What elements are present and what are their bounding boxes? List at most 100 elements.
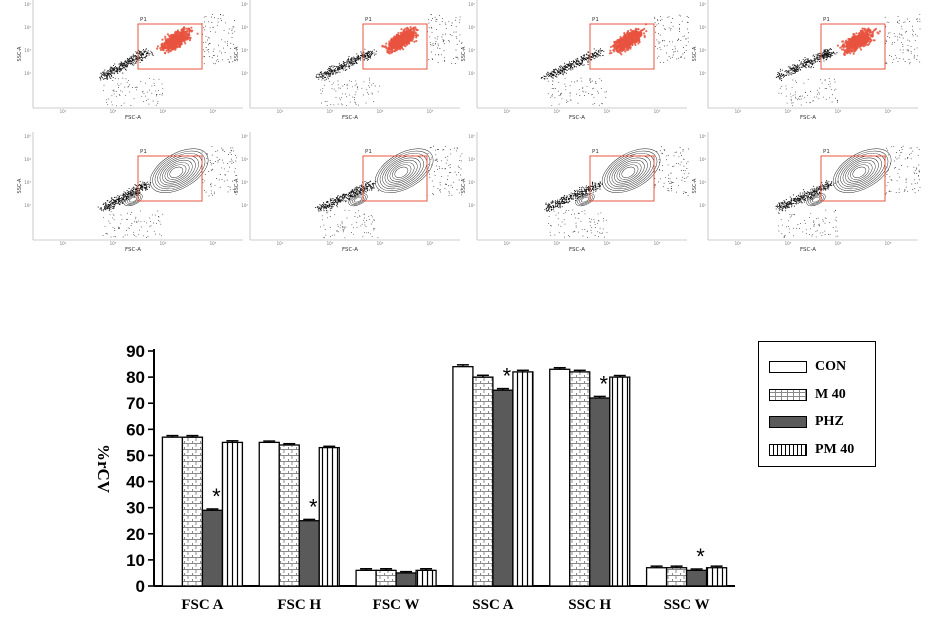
flow-y-tick-label: 10⁵ [699,134,706,139]
flow-x-label: FSC-A [569,247,585,253]
flow-panel-r2-c3: 10⁵ 10⁴ 10³ 10² 10² 10³ 10⁴ 10⁵ SSC-A FSC-A P1 [461,132,690,253]
flow-events [97,146,238,238]
flow-y-tick-label: 10⁵ [468,2,475,7]
flow-x-tick-label: 10⁵ [654,109,661,114]
flow-x-label: FSC-A [342,115,358,121]
flow-y-label: SSC-A [17,178,23,194]
flow-x-tick-label: 10² [735,241,742,246]
flow-y-tick-label: 10³ [468,48,475,53]
flow-gated-population [836,27,881,57]
flow-contour [832,148,892,193]
flow-contour-low [123,193,143,207]
flow-y-tick-label: 10⁴ [241,25,248,30]
flow-x-label: FSC-A [569,115,585,121]
y-tick-label: 50 [126,446,145,465]
flow-events [544,146,690,239]
bar-pm40-ssc-h [609,376,631,587]
flow-x-tick-label: 10² [504,109,511,114]
flow-x-tick-label: 10² [735,109,742,114]
flow-y-label: SSC-A [461,178,467,194]
legend-item-pm40: PM 40 [769,442,854,458]
y-tick-label: 40 [126,473,145,492]
y-tick-label: 0 [136,577,145,596]
flow-x-label: FSC-A [125,115,141,121]
bar-phz-ssc-h [589,397,611,587]
significance-marker: * [503,364,512,389]
bar-chart-svg: 0 10 20 30 40 50 60 70 80 90 %rCV FSC A FSC H FSC W SS… [94,342,735,613]
flow-x-tick-label: 10⁴ [604,241,611,246]
y-tick-label: 70 [126,394,145,413]
significance-marker: * [696,544,705,569]
bar-pm40-fsc-a [221,441,244,587]
flow-gate-label: P1 [140,17,147,23]
flow-gate-label: P1 [592,149,599,155]
bar-m40-ssc-w [665,567,688,587]
flow-y-tick-label: 10⁴ [24,157,31,162]
flow-x-tick-label: 10³ [327,241,334,246]
flow-x-tick-label: 10³ [554,109,561,114]
flow-y-tick-label: 10⁴ [468,25,475,30]
flow-x-tick-label: 10³ [110,109,117,114]
flow-y-tick-label: 10³ [24,180,31,185]
rcv-bar-chart: 0 10 20 30 40 50 60 70 80 90 %rCV FSC A FSC H FSC W SS… [0,270,931,621]
bar-con-fsc-a [161,436,184,587]
flow-y-label: SSC-A [234,178,240,194]
flow-y-tick-label: 10⁵ [24,134,31,139]
flow-x-tick-label: 10² [277,241,284,246]
legend-swatch-pm40 [769,444,807,456]
flow-x-tick-label: 10⁵ [654,241,661,246]
y-tick-label: 60 [126,420,145,439]
bar-con-fsc-w [355,569,377,587]
flow-gated-population [608,23,648,56]
flow-y-label: SSC-A [234,46,240,62]
flow-y-tick-label: 10³ [699,180,706,185]
flow-x-tick-label: 10⁵ [427,109,434,114]
flow-y-label: SSC-A [692,46,698,62]
significance-marker: * [212,484,221,509]
y-tick-label: 30 [126,499,145,518]
flow-cytometry-panels: 10⁵ 10⁴ 10³ 10² 10² 10³ 10⁴ 10⁵ SSC-A FSC-A P1 10⁵ 1… [0,0,931,270]
bar-phz-ssc-w [685,569,708,587]
flow-x-tick-label: 10⁴ [835,109,842,114]
flow-x-tick-label: 10⁴ [604,109,611,114]
flow-x-label: FSC-A [125,247,141,253]
flow-x-tick-label: 10² [277,109,284,114]
bar-phz-fsc-h [298,520,320,587]
chart-legend: CON M 40 PHZ PM 40 [758,341,876,467]
flow-gate-p1 [820,23,886,70]
legend-item-con: CON [769,359,846,375]
flow-gate-p1 [589,155,655,202]
flow-gate-p1 [362,23,428,70]
flow-y-tick-label: 10² [699,203,706,208]
x-tick-label: SSC W [664,597,710,613]
flow-x-tick-label: 10² [60,241,67,246]
y-tick-label: 80 [126,368,145,387]
flow-gate-p1 [589,23,655,70]
flow-y-tick-label: 10³ [241,48,248,53]
flow-gate-label: P1 [365,17,372,23]
flow-y-tick-label: 10² [24,203,31,208]
legend-item-phz: PHZ [769,414,844,430]
flow-x-tick-label: 10³ [785,241,792,246]
flow-x-tick-label: 10⁴ [160,109,167,114]
flow-y-tick-label: 10³ [24,48,31,53]
y-tick-label: 20 [126,525,145,544]
legend-swatch-phz [769,416,807,428]
significance-marker: * [599,371,608,396]
y-axis-label: %rCV [94,444,113,494]
flow-y-tick-label: 10⁴ [699,25,706,30]
flow-gate-label: P1 [823,17,830,23]
significance-marker: * [309,494,318,519]
flow-gate-label: P1 [823,149,830,155]
flow-contour [374,148,434,193]
flow-x-tick-label: 10⁵ [885,241,892,246]
flow-x-tick-label: 10³ [554,241,561,246]
flow-events [315,14,463,107]
flow-gate-label: P1 [140,149,147,155]
flow-contour-low [348,193,368,207]
flow-y-tick-label: 10⁵ [24,2,31,7]
flow-gate-p1 [137,155,203,202]
flow-y-tick-label: 10² [699,71,706,76]
flow-x-tick-label: 10⁵ [210,241,217,246]
flow-y-tick-label: 10² [241,71,248,76]
